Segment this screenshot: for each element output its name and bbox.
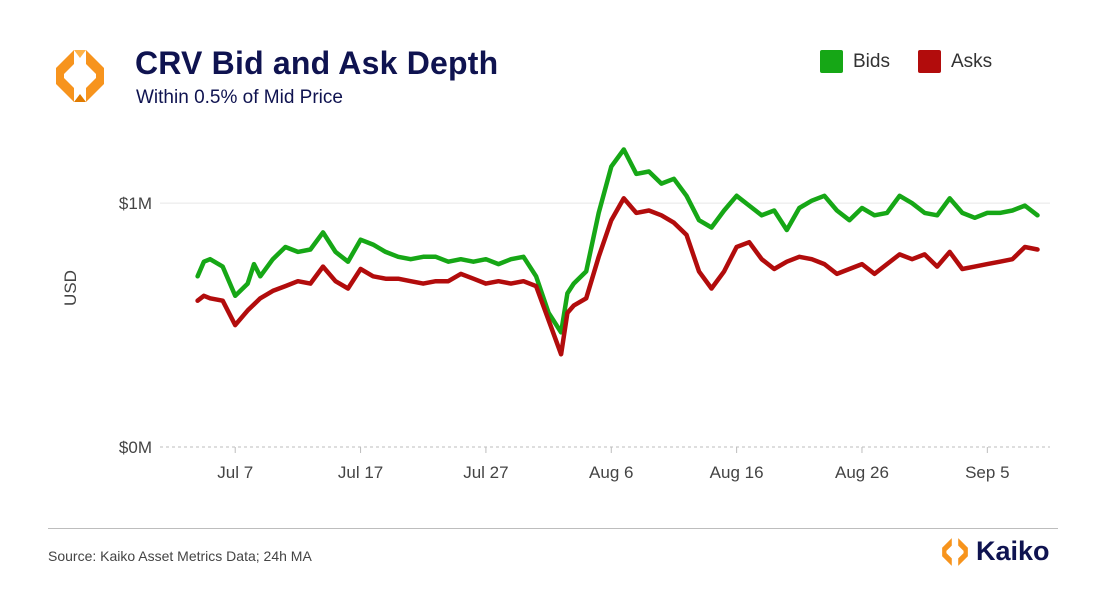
- x-tick-label: Aug 16: [710, 463, 764, 482]
- line-chart: $0M $1M Jul 7 Jul 17 Jul 27 Aug 6 Aug 16 Aug 2…: [61, 147, 1050, 482]
- y-tick-label: $0M: [119, 438, 152, 457]
- x-tick-label: Aug 6: [589, 463, 633, 482]
- x-tick-label: Jul 27: [463, 463, 508, 482]
- series-line-asks: [195, 196, 1040, 357]
- grid-lines: [160, 202, 1050, 448]
- series-lines: [195, 147, 1040, 357]
- chart-title: CRV Bid and Ask Depth: [135, 45, 499, 81]
- legend-item-asks: Asks: [917, 50, 993, 73]
- brand-logo: Kaiko: [940, 536, 1050, 567]
- kaiko-logo-icon: [56, 50, 104, 102]
- y-axis-label: USD: [61, 270, 80, 306]
- x-tick-label: Sep 5: [965, 463, 1009, 482]
- x-tick-label: Aug 26: [835, 463, 889, 482]
- y-tick-label: $1M: [119, 194, 152, 213]
- legend-label-asks: Asks: [950, 50, 993, 72]
- chart-subtitle: Within 0.5% of Mid Price: [136, 87, 343, 108]
- series-line-bids: [195, 147, 1040, 335]
- legend-swatch-asks: [917, 50, 941, 73]
- source-note: Source: Kaiko Asset Metrics Data; 24h MA: [48, 548, 312, 564]
- chart-legend: Bids Asks: [820, 50, 992, 73]
- legend-item-bids: Bids: [820, 50, 890, 73]
- x-tick-label: Jul 7: [217, 463, 253, 482]
- footer-divider: [48, 528, 1058, 529]
- y-axis-ticks: $0M $1M: [119, 194, 152, 457]
- brand-name: Kaiko: [976, 536, 1050, 566]
- legend-label-bids: Bids: [853, 50, 890, 72]
- legend-swatch-bids: [820, 50, 843, 73]
- x-tick-label: Jul 17: [338, 463, 383, 482]
- x-axis-ticks: Jul 7 Jul 17 Jul 27 Aug 6 Aug 16 Aug 26 Sep 5: [217, 447, 1010, 482]
- kaiko-brand-icon: [942, 537, 968, 566]
